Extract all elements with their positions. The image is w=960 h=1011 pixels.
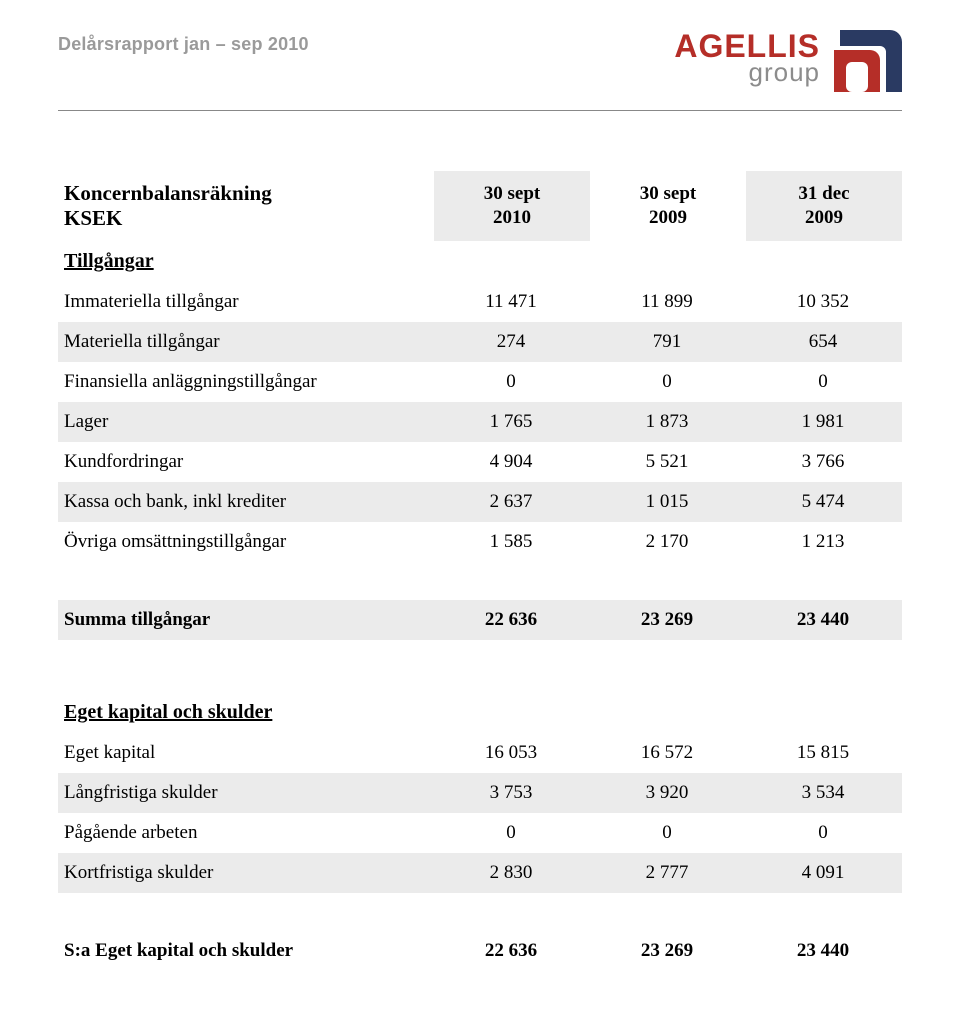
total-value: 23 269 bbox=[590, 600, 746, 640]
row-value: 3 534 bbox=[746, 773, 902, 813]
period-col-1: 30 sept 2009 bbox=[590, 171, 746, 241]
row-value: 16 572 bbox=[590, 733, 746, 773]
row-value: 0 bbox=[746, 813, 902, 853]
row-value: 4 904 bbox=[434, 442, 590, 482]
row-value: 2 170 bbox=[590, 522, 746, 562]
table-row: Kassa och bank, inkl krediter2 6371 0155… bbox=[58, 482, 902, 522]
row-value: 0 bbox=[746, 362, 902, 402]
row-label: Immateriella tillgångar bbox=[58, 282, 434, 322]
row-value: 3 753 bbox=[434, 773, 590, 813]
row-value: 10 352 bbox=[746, 282, 902, 322]
row-value: 11 471 bbox=[434, 282, 590, 322]
row-label: Kortfristiga skulder bbox=[58, 853, 434, 893]
table-row: Långfristiga skulder3 7533 9203 534 bbox=[58, 773, 902, 813]
row-value: 654 bbox=[746, 322, 902, 362]
total-row: Summa tillgångar22 63623 26923 440 bbox=[58, 600, 902, 640]
row-value: 3 766 bbox=[746, 442, 902, 482]
row-value: 791 bbox=[590, 322, 746, 362]
row-label: Materiella tillgångar bbox=[58, 322, 434, 362]
total-value: 23 269 bbox=[590, 931, 746, 971]
row-label: Kundfordringar bbox=[58, 442, 434, 482]
header-divider bbox=[58, 110, 902, 111]
row-value: 1 873 bbox=[590, 402, 746, 442]
row-value: 4 091 bbox=[746, 853, 902, 893]
row-label: Långfristiga skulder bbox=[58, 773, 434, 813]
row-value: 0 bbox=[434, 813, 590, 853]
spacer-row bbox=[58, 893, 902, 931]
brand-logo: AGELLIS group bbox=[674, 30, 902, 92]
balance-table: Koncernbalansräkning KSEK 30 sept 2010 3… bbox=[58, 171, 902, 971]
row-value: 11 899 bbox=[590, 282, 746, 322]
period-col-0: 30 sept 2010 bbox=[434, 171, 590, 241]
row-value: 1 213 bbox=[746, 522, 902, 562]
total-row: S:a Eget kapital och skulder22 63623 269… bbox=[58, 931, 902, 971]
row-value: 5 521 bbox=[590, 442, 746, 482]
logo-mark-icon bbox=[834, 30, 902, 92]
logo-subtext: group bbox=[749, 59, 821, 85]
total-value: 23 440 bbox=[746, 931, 902, 971]
row-value: 15 815 bbox=[746, 733, 902, 773]
row-value: 0 bbox=[590, 362, 746, 402]
row-value: 16 053 bbox=[434, 733, 590, 773]
row-value: 3 920 bbox=[590, 773, 746, 813]
row-value: 1 981 bbox=[746, 402, 902, 442]
table-row: Kortfristiga skulder2 8302 7774 091 bbox=[58, 853, 902, 893]
row-value: 2 637 bbox=[434, 482, 590, 522]
row-value: 1 585 bbox=[434, 522, 590, 562]
table-row: Finansiella anläggningstillgångar000 bbox=[58, 362, 902, 402]
total-value: 22 636 bbox=[434, 600, 590, 640]
section-heading: Eget kapital och skulder bbox=[58, 692, 902, 733]
table-header-row: Koncernbalansräkning KSEK 30 sept 2010 3… bbox=[58, 171, 902, 241]
table-title: Koncernbalansräkning KSEK bbox=[58, 171, 434, 241]
section-heading-label: Tillgångar bbox=[58, 241, 902, 282]
section-spacer bbox=[58, 640, 902, 692]
row-value: 274 bbox=[434, 322, 590, 362]
row-value: 1 765 bbox=[434, 402, 590, 442]
row-value: 2 777 bbox=[590, 853, 746, 893]
table-row: Immateriella tillgångar11 47111 89910 35… bbox=[58, 282, 902, 322]
row-value: 1 015 bbox=[590, 482, 746, 522]
period-col-2: 31 dec 2009 bbox=[746, 171, 902, 241]
row-value: 5 474 bbox=[746, 482, 902, 522]
total-label: S:a Eget kapital och skulder bbox=[58, 931, 434, 971]
row-label: Finansiella anläggningstillgångar bbox=[58, 362, 434, 402]
row-value: 0 bbox=[590, 813, 746, 853]
total-value: 22 636 bbox=[434, 931, 590, 971]
section-heading: Tillgångar bbox=[58, 241, 902, 282]
row-value: 2 830 bbox=[434, 853, 590, 893]
row-label: Pågående arbeten bbox=[58, 813, 434, 853]
table-row: Pågående arbeten000 bbox=[58, 813, 902, 853]
total-label: Summa tillgångar bbox=[58, 600, 434, 640]
page-title: Delårsrapport jan – sep 2010 bbox=[58, 30, 309, 55]
table-row: Materiella tillgångar274791654 bbox=[58, 322, 902, 362]
table-row: Kundfordringar4 9045 5213 766 bbox=[58, 442, 902, 482]
row-label: Eget kapital bbox=[58, 733, 434, 773]
spacer-row bbox=[58, 562, 902, 600]
row-label: Övriga omsättningstillgångar bbox=[58, 522, 434, 562]
row-value: 0 bbox=[434, 362, 590, 402]
row-label: Lager bbox=[58, 402, 434, 442]
row-label: Kassa och bank, inkl krediter bbox=[58, 482, 434, 522]
table-row: Övriga omsättningstillgångar1 5852 1701 … bbox=[58, 522, 902, 562]
table-row: Lager1 7651 8731 981 bbox=[58, 402, 902, 442]
table-row: Eget kapital16 05316 57215 815 bbox=[58, 733, 902, 773]
section-heading-label: Eget kapital och skulder bbox=[58, 692, 902, 733]
total-value: 23 440 bbox=[746, 600, 902, 640]
